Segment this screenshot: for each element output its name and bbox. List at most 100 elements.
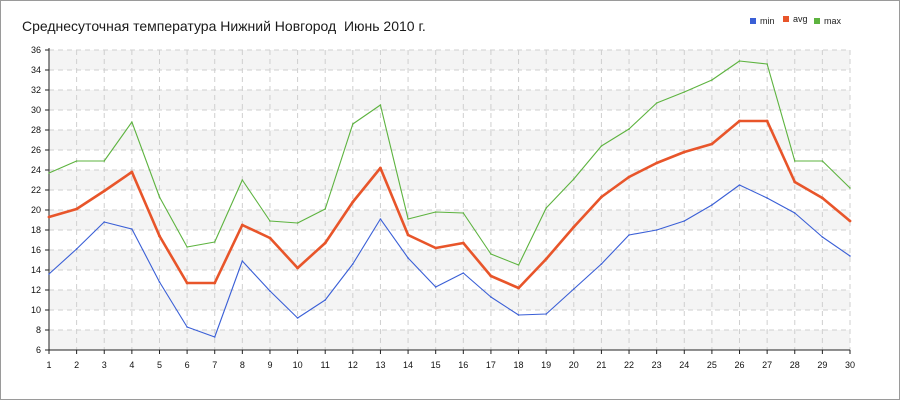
data-point-avg xyxy=(296,266,299,270)
x-tick-label: 6 xyxy=(185,360,190,370)
data-point-avg xyxy=(793,180,797,184)
y-tick-label: 34 xyxy=(31,65,41,75)
data-point-avg xyxy=(102,189,106,193)
data-point-avg xyxy=(75,207,79,211)
data-point-min xyxy=(821,236,824,238)
x-tick-label: 18 xyxy=(514,360,524,370)
data-point-min xyxy=(379,218,382,220)
y-tick-label: 30 xyxy=(31,105,41,115)
grid-band xyxy=(49,50,850,70)
data-point-min xyxy=(517,314,520,316)
data-point-max xyxy=(572,178,575,180)
data-point-min xyxy=(655,229,658,231)
x-tick-label: 27 xyxy=(762,360,772,370)
y-tick-label: 16 xyxy=(31,245,41,255)
y-tick-label: 24 xyxy=(31,165,41,175)
data-point-max xyxy=(711,79,713,81)
data-point-avg xyxy=(213,281,217,285)
x-tick-label: 7 xyxy=(212,360,217,370)
data-point-min xyxy=(545,313,547,315)
legend-item-avg: avg xyxy=(783,14,808,24)
data-point-avg xyxy=(517,286,520,290)
data-point-max xyxy=(379,104,382,106)
data-point-min xyxy=(434,286,437,288)
data-point-max xyxy=(324,208,327,210)
x-tick-label: 4 xyxy=(129,360,134,370)
grid-band xyxy=(49,90,850,110)
y-tick-label: 36 xyxy=(31,45,41,55)
legend-swatch-max xyxy=(814,18,820,24)
x-tick-label: 19 xyxy=(541,360,551,370)
data-point-min xyxy=(766,197,768,199)
chart-title: Среднесуточная температура Нижний Новгор… xyxy=(22,18,426,34)
data-point-min xyxy=(186,326,188,328)
data-point-avg xyxy=(323,241,327,245)
data-point-min xyxy=(103,221,106,223)
data-point-max xyxy=(158,196,161,198)
data-point-avg xyxy=(627,175,631,179)
x-tick-label: 12 xyxy=(348,360,358,370)
data-point-max xyxy=(103,160,106,162)
y-tick-label: 6 xyxy=(36,345,41,355)
x-tick-label: 25 xyxy=(707,360,717,370)
data-point-min xyxy=(849,255,851,257)
data-point-min xyxy=(462,272,465,274)
data-point-max xyxy=(462,212,465,214)
data-point-min xyxy=(600,263,603,265)
legend-swatch-min xyxy=(750,18,756,24)
data-point-avg xyxy=(268,236,272,240)
data-point-max xyxy=(766,63,768,65)
data-point-avg xyxy=(600,195,603,199)
series-line-min xyxy=(48,184,851,338)
data-point-avg xyxy=(655,161,659,165)
data-point-avg xyxy=(185,281,189,285)
grid-band xyxy=(49,210,850,230)
data-point-avg xyxy=(848,219,852,223)
data-point-avg xyxy=(544,257,548,261)
data-point-max xyxy=(490,253,492,255)
data-point-min xyxy=(738,184,741,186)
data-point-max xyxy=(793,160,796,162)
x-tick-label: 26 xyxy=(735,360,745,370)
data-point-avg xyxy=(130,170,134,174)
data-point-avg xyxy=(489,274,493,278)
data-point-max xyxy=(241,179,244,181)
data-point-avg xyxy=(158,234,161,238)
data-point-min xyxy=(48,273,50,275)
data-point-max xyxy=(738,60,741,62)
data-point-min xyxy=(158,281,161,283)
data-point-avg xyxy=(710,142,714,146)
x-tick-label: 24 xyxy=(679,360,689,370)
data-point-avg xyxy=(240,223,244,227)
data-point-avg xyxy=(379,166,382,170)
data-point-max xyxy=(131,121,133,123)
x-tick-label: 13 xyxy=(375,360,385,370)
y-tick-label: 14 xyxy=(31,265,41,275)
y-tick-label: 22 xyxy=(31,185,41,195)
data-point-min xyxy=(407,257,409,259)
data-point-min xyxy=(131,228,133,230)
y-tick-label: 20 xyxy=(31,205,41,215)
data-point-avg xyxy=(461,241,465,245)
legend-label-avg: avg xyxy=(793,14,808,24)
data-point-min xyxy=(352,263,354,265)
data-point-min xyxy=(572,288,575,290)
x-tick-label: 11 xyxy=(321,360,330,370)
x-tick-label: 17 xyxy=(486,360,496,370)
data-point-avg xyxy=(47,215,51,219)
grid-band xyxy=(49,130,850,150)
data-point-max xyxy=(628,128,630,130)
x-tick-label: 23 xyxy=(652,360,662,370)
data-point-min xyxy=(683,220,686,222)
x-tick-label: 28 xyxy=(790,360,800,370)
x-tick-label: 20 xyxy=(569,360,579,370)
legend-label-min: min xyxy=(760,16,775,26)
series-line-avg xyxy=(48,119,851,290)
data-point-avg xyxy=(820,196,824,200)
data-point-avg xyxy=(682,150,686,154)
x-tick-label: 3 xyxy=(102,360,107,370)
data-point-avg xyxy=(351,200,355,204)
data-point-max xyxy=(352,123,354,125)
series-line-max xyxy=(48,60,851,266)
